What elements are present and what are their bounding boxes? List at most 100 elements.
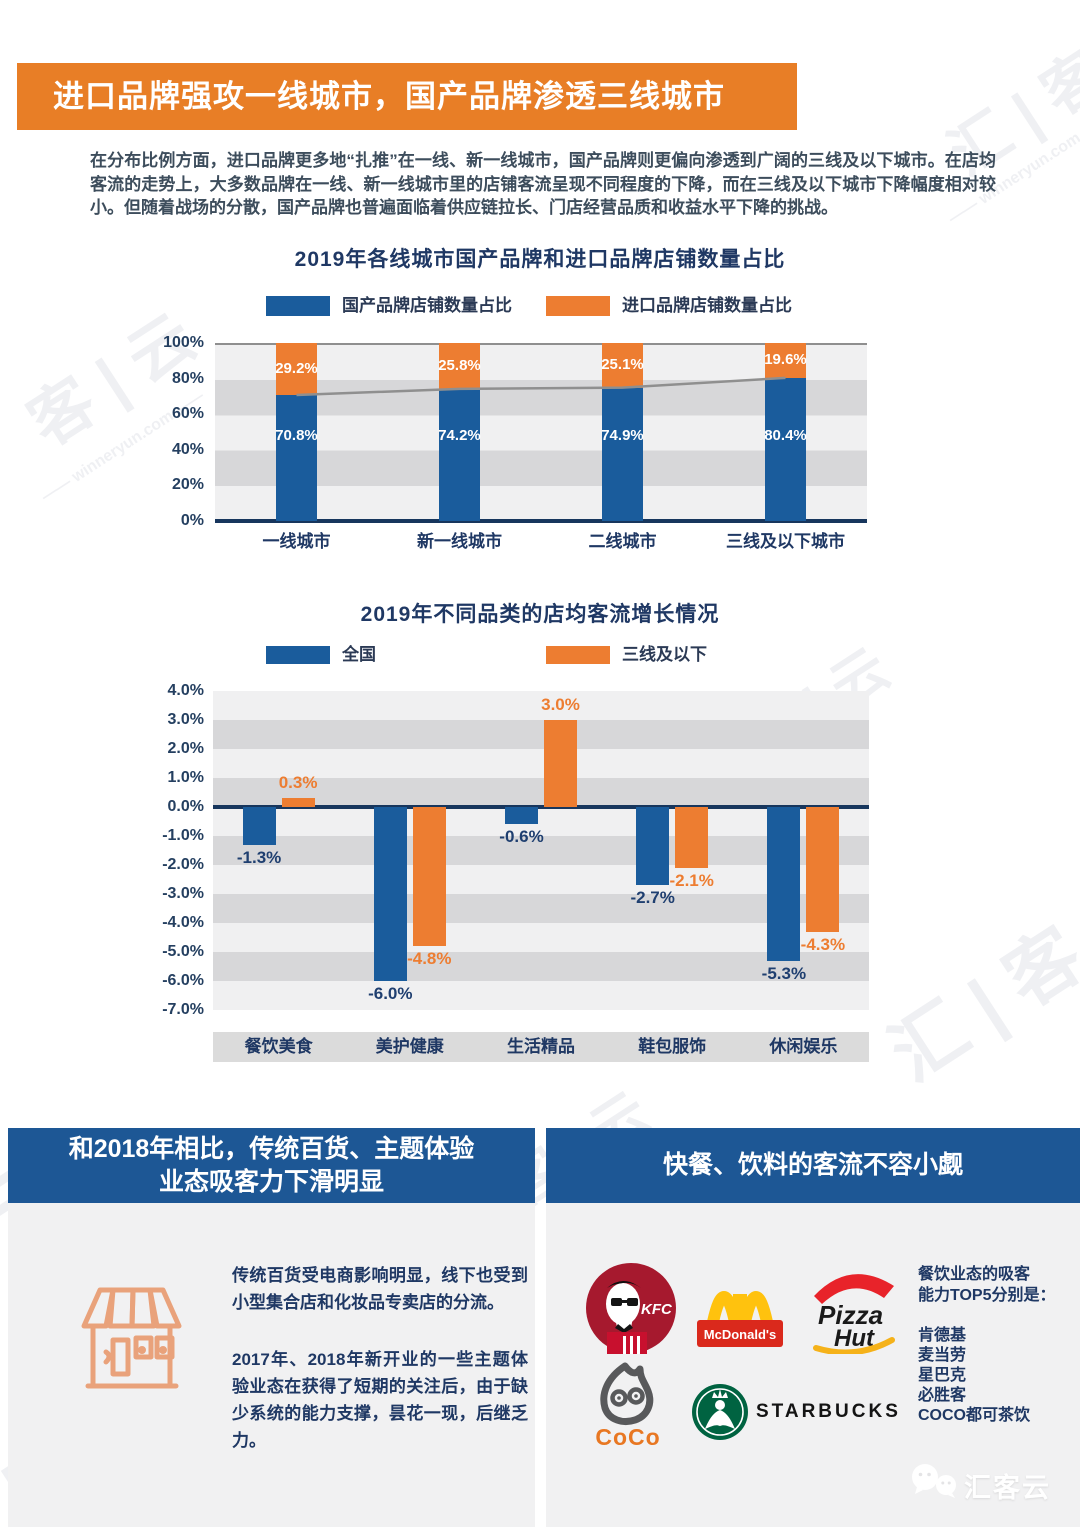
chart2-y-tick: 4.0%	[167, 682, 204, 699]
top5-intro-line2: 能力TOP5分别是：	[918, 1287, 1056, 1304]
chart1-import-value: 25.8%	[438, 356, 481, 374]
pizzahut-wordmark-line1: Pizza	[818, 1300, 883, 1330]
chart1-category-label: 新一线城市	[417, 532, 502, 551]
chart1-import-bar	[276, 343, 317, 395]
chart1-domestic-value: 74.9%	[601, 427, 644, 444]
watermark-text: 汇 | 客	[875, 912, 1080, 1097]
chart2-national-bar	[636, 807, 670, 886]
chart1-legend-domestic-swatch	[266, 296, 330, 316]
chart1-domestic-bar	[765, 377, 806, 521]
chart2-national-value: -0.6%	[499, 827, 544, 847]
chart2-national-value: -6.0%	[368, 984, 413, 1003]
chart1-import-value: 19.6%	[764, 351, 807, 369]
chart1-domestic-bar	[439, 388, 480, 521]
chart1-domestic-value: 70.8%	[275, 427, 318, 444]
top5-item: COCO都可茶饮	[918, 1407, 1031, 1424]
chart2-national-bar	[373, 807, 407, 981]
chart1-x-axis-line	[215, 519, 867, 523]
chart1-import-bar	[765, 343, 806, 378]
right-panel-body	[546, 1203, 1080, 1527]
chart2-zero-axis-line	[213, 805, 869, 809]
chart1-category-label: 二线城市	[588, 532, 657, 551]
chart2-plot-area	[213, 691, 869, 1010]
brand-name: 汇客云	[964, 1473, 1051, 1503]
chart2-tier3-bar	[675, 807, 709, 868]
chart1-legend-import-swatch	[546, 296, 610, 316]
chart2-national-bar	[767, 807, 801, 961]
chart2-tier3-value: -4.3%	[800, 934, 846, 954]
starbucks-logo	[692, 1384, 748, 1440]
chart2-tier3-bar	[281, 798, 315, 807]
chart1-category-label: 一线城市	[262, 532, 331, 551]
chart2-y-tick: -4.0%	[162, 914, 204, 931]
pizzahut-logo: Pizza Hut	[813, 1274, 895, 1354]
chart1-title: 2019年各线城市国产品牌和进口品牌店铺数量占比	[294, 248, 786, 271]
chart2-national-value: -1.3%	[236, 847, 282, 867]
chart1-domestic-value: 74.2%	[438, 427, 481, 444]
chart2-legend-tier3-label: 三线及以下	[622, 645, 707, 664]
chart2-tier3-value: -4.8%	[407, 949, 452, 969]
top5-intro: 餐饮业态的吸客 能力TOP5分别是：	[918, 1264, 1056, 1306]
chart1-legend-import-label: 进口品牌店铺数量占比	[622, 296, 792, 315]
chart2-y-tick: -6.0%	[162, 972, 204, 989]
top5-item: 必胜客	[918, 1387, 967, 1404]
chart2-tier3-value: -2.1%	[669, 870, 714, 890]
left-panel-paragraph-2: 2017年、2018年新开业的一些主题体验业态在获得了短期的关注后，由于缺少系统…	[232, 1350, 528, 1450]
chart2-title: 2019年不同品类的店均客流增长情况	[360, 603, 720, 626]
mcdonalds-wordmark: McDonald's	[704, 1327, 776, 1342]
left-panel-title-line1: 和2018年相比，传统百货、主题体验	[68, 1135, 475, 1163]
wechat-icon	[912, 1464, 956, 1498]
chart1-y-tick: 20%	[171, 476, 204, 494]
chart2-legend-tier3-swatch	[546, 646, 610, 664]
left-panel-body	[8, 1203, 535, 1527]
chart2-tier3-value: 0.3%	[278, 773, 318, 793]
chart2-category-band	[213, 1032, 869, 1062]
top5-item: 麦当劳	[918, 1347, 967, 1364]
chart2-y-tick: 1.0%	[167, 769, 204, 786]
chart1-y-tick: 100%	[163, 334, 204, 351]
top5-item: 肯德基	[918, 1327, 967, 1344]
chart2-category-label: 休闲娱乐	[769, 1037, 838, 1056]
chart2-legend-national-swatch	[266, 646, 330, 664]
left-panel-header: 和2018年相比，传统百货、主题体验 业态吸客力下滑明显	[8, 1128, 535, 1203]
chart2-national-value: -5.3%	[761, 963, 807, 983]
right-panel-header: 快餐、饮料的客流不容小觑	[546, 1128, 1080, 1203]
chart2-national-bar	[505, 807, 538, 825]
chart2-y-tick: -2.0%	[162, 856, 204, 873]
chart2-y-tick: -5.0%	[162, 943, 204, 960]
left-panel-paragraph-1: 传统百货受电商影响明显，线下也受到小型集合店和化妆品专卖店的分流。	[232, 1266, 528, 1312]
chart2-tier3-bar	[412, 807, 446, 947]
chart2-y-tick: -1.0%	[162, 827, 204, 844]
chart2-y-tick: 3.0%	[167, 711, 204, 728]
chart2-national-value: -2.7%	[630, 888, 675, 908]
chart2-tier3-value: 3.0%	[541, 695, 580, 714]
chart1-import-value: 29.2%	[275, 359, 318, 377]
chart2-category-label: 美护健康	[375, 1037, 444, 1056]
headline-banner: 进口品牌强攻一线城市，国产品牌渗透三线城市	[17, 63, 797, 130]
chart1-import-bar	[602, 343, 643, 388]
chart1-plot-area	[215, 343, 867, 521]
chart1-domestic-value: 80.4%	[764, 427, 807, 444]
kfc-wordmark: KFC	[641, 1301, 673, 1318]
mcdonalds-logo: McDonald's	[697, 1291, 783, 1347]
chart1-trend-line	[296, 376, 786, 397]
chart2-y-tick: 2.0%	[167, 740, 204, 757]
chart2-category-label: 鞋包服饰	[638, 1037, 707, 1056]
chart1-import-value: 25.1%	[601, 356, 644, 374]
chart2-national-bar	[242, 807, 276, 845]
top5-list: 肯德基 麦当劳 星巴克 必胜客 COCO都可茶饮	[918, 1326, 1030, 1426]
starbucks-wordmark: STARBUCKS	[756, 1401, 901, 1422]
chart1-category-label: 三线及以下城市	[726, 532, 845, 551]
chart2-y-tick: -7.0%	[162, 1001, 204, 1018]
kfc-logo: KFC	[586, 1263, 676, 1354]
chart2-category-label: 餐饮美食	[244, 1037, 313, 1056]
chart2-y-tick: -3.0%	[162, 885, 204, 902]
chart1-import-bar	[439, 343, 480, 389]
left-panel-title-line2: 业态吸客力下滑明显	[158, 1168, 384, 1196]
chart2-tier3-bar	[544, 720, 577, 807]
chart1-y-tick: 60%	[171, 405, 204, 423]
chart1-y-tick: 40%	[171, 440, 204, 458]
chart1-y-tick: 80%	[171, 369, 204, 387]
intro-paragraph: 在分布比例方面，进口品牌更多地“扎推”在一线、新一线城市，国产品牌则更偏向渗透到…	[90, 151, 996, 217]
